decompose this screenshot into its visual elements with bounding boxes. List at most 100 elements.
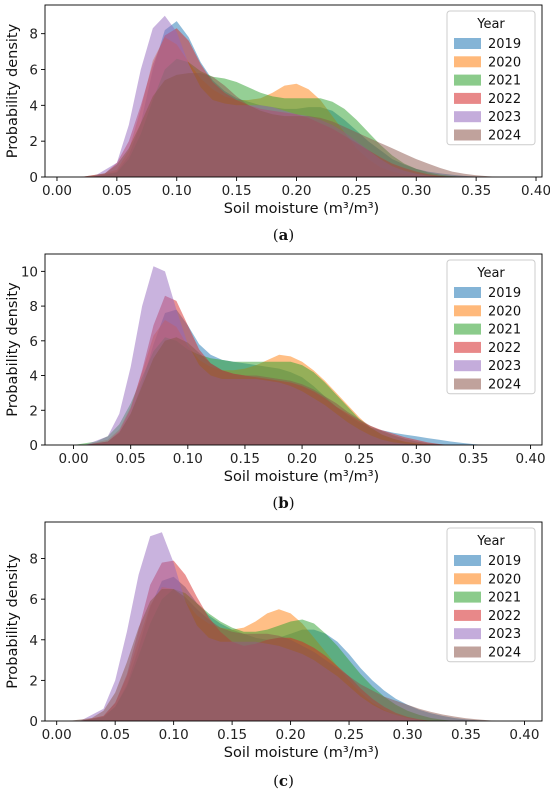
x-tick-label: 0.25 xyxy=(344,451,374,467)
legend-title: Year xyxy=(476,17,505,32)
y-tick-label: 2 xyxy=(29,403,38,419)
caption-open: ( xyxy=(272,494,278,512)
legend-item-2022: 2022 xyxy=(454,341,521,356)
legend-swatch xyxy=(454,129,481,141)
density-area-2024 xyxy=(85,337,451,445)
y-tick-label: 6 xyxy=(29,592,38,608)
y-tick-label: 8 xyxy=(29,299,38,315)
x-axis: 0.00 0.05 0.10 0.15 0.20 0.25 0.30 0.35 0.40 xyxy=(42,721,539,743)
chart-panel-a: 0.00 0.05 0.10 0.15 0.20 0.25 0.30 0.35 0.40 0 2 4 6… xyxy=(5,4,550,244)
caption-close: ) xyxy=(288,772,294,790)
legend-item-2023: 2023 xyxy=(454,627,521,642)
y-tick-label: 4 xyxy=(29,369,38,385)
x-tick-label: 0.30 xyxy=(401,183,431,199)
y-tick-label: 4 xyxy=(29,98,38,114)
legend-swatch xyxy=(454,591,481,603)
legend-swatch xyxy=(454,74,481,86)
density-area-2024 xyxy=(68,589,502,721)
legend-label: 2020 xyxy=(488,572,521,587)
x-tick-label: 0.05 xyxy=(100,727,130,743)
density-areas xyxy=(73,266,485,445)
legend-swatch xyxy=(454,341,481,353)
x-tick-label: 0.10 xyxy=(159,727,189,743)
x-axis-label: Soil moisture (m³/m³) xyxy=(224,469,379,485)
legend-swatch xyxy=(454,573,481,585)
y-tick-label: 0 xyxy=(29,714,38,730)
y-axis-label: Probability density xyxy=(5,282,21,417)
chart-panel-c: 0.00 0.05 0.10 0.15 0.20 0.25 0.30 0.35 0.40 0 2 4 6… xyxy=(5,521,543,790)
x-tick-label: 0.40 xyxy=(516,451,546,467)
x-tick-label: 0.15 xyxy=(230,451,260,467)
legend-swatch xyxy=(454,38,481,49)
y-tick-label: 6 xyxy=(29,63,38,79)
x-tick-label: 0.40 xyxy=(509,727,539,743)
y-tick-label: 0 xyxy=(29,170,38,186)
legend-item-2019: 2019 xyxy=(454,37,521,52)
y-axis-label: Probability density xyxy=(5,23,21,158)
legend-swatch xyxy=(454,628,481,640)
legend-title: Year xyxy=(476,534,505,549)
legend-swatch xyxy=(454,92,481,104)
legend-label: 2019 xyxy=(488,286,521,301)
y-tick-label: 6 xyxy=(29,334,38,350)
x-tick-label: 0.40 xyxy=(521,183,550,199)
x-tick-label: 0.25 xyxy=(341,183,371,199)
y-tick-label: 2 xyxy=(29,673,38,689)
x-tick-label: 0.35 xyxy=(451,727,481,743)
x-axis: 0.00 0.05 0.10 0.15 0.20 0.25 0.30 0.35 0.40 xyxy=(59,445,546,467)
caption-close: ) xyxy=(289,494,295,512)
x-tick-label: 0.00 xyxy=(42,727,72,743)
legend-item-2022: 2022 xyxy=(454,609,521,624)
x-tick-label: 0.35 xyxy=(458,451,488,467)
x-axis: 0.00 0.05 0.10 0.15 0.20 0.25 0.30 0.35 0.40 xyxy=(42,177,550,199)
x-tick-label: 0.05 xyxy=(102,183,132,199)
y-tick-label: 8 xyxy=(29,27,38,43)
legend-item-2021: 2021 xyxy=(454,591,521,606)
legend-item-2020: 2020 xyxy=(454,572,521,587)
legend: Year 2019 2020 2021 2022 2023 2024 xyxy=(446,259,536,395)
legend-label: 2024 xyxy=(488,129,521,144)
y-tick-label: 4 xyxy=(29,633,38,649)
x-tick-label: 0.20 xyxy=(287,451,317,467)
x-tick-label: 0.35 xyxy=(461,183,491,199)
legend-item-2022: 2022 xyxy=(454,92,521,107)
x-tick-label: 0.20 xyxy=(281,183,311,199)
legend-swatch xyxy=(454,360,481,372)
legend-swatch xyxy=(454,323,481,335)
legend-item-2024: 2024 xyxy=(454,378,521,393)
legend-label: 2020 xyxy=(488,55,521,70)
legend: Year 2019 2020 2021 2022 2023 2024 xyxy=(446,10,536,146)
x-tick-label: 0.30 xyxy=(401,451,431,467)
legend-title: Year xyxy=(476,266,505,281)
y-axis-label: Probability density xyxy=(5,554,21,689)
legend-swatch xyxy=(454,646,481,658)
axes-frame xyxy=(44,253,543,446)
caption-letter: b xyxy=(278,494,289,512)
legend-label: 2022 xyxy=(488,92,521,107)
legend-swatch xyxy=(454,609,481,621)
legend-label: 2019 xyxy=(488,554,521,569)
x-tick-label: 0.30 xyxy=(392,727,422,743)
x-tick-label: 0.00 xyxy=(59,451,89,467)
x-axis-label: Soil moisture (m³/m³) xyxy=(224,745,379,761)
panel-caption: (b) xyxy=(272,494,294,512)
legend-label: 2023 xyxy=(488,627,521,642)
density-areas xyxy=(80,15,501,177)
panel-caption: (a) xyxy=(273,226,294,244)
legend-swatch xyxy=(454,56,481,68)
legend-swatch xyxy=(454,111,481,123)
x-tick-label: 0.15 xyxy=(217,727,247,743)
legend-item-2020: 2020 xyxy=(454,55,521,70)
density-areas xyxy=(68,532,502,721)
y-tick-label: 2 xyxy=(29,134,38,150)
x-tick-label: 0.20 xyxy=(276,727,306,743)
chart-panel-b: 0.00 0.05 0.10 0.15 0.20 0.25 0.30 0.35 0.40 0 2 4 6… xyxy=(5,253,546,512)
legend-item-2019: 2019 xyxy=(454,286,521,301)
legend-item-2021: 2021 xyxy=(454,323,521,338)
legend-label: 2023 xyxy=(488,359,521,374)
caption-letter: a xyxy=(279,226,289,244)
legend-item-2020: 2020 xyxy=(454,304,521,319)
y-tick-label: 0 xyxy=(29,438,38,454)
legend-label: 2022 xyxy=(488,341,521,356)
